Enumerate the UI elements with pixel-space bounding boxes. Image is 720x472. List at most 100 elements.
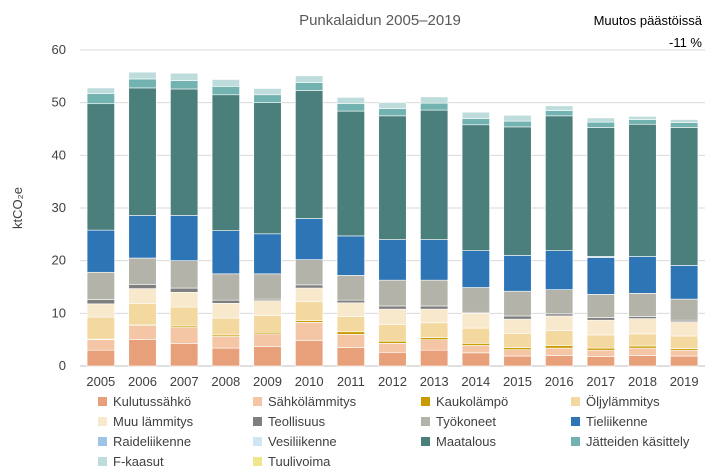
bar-segment [86,93,115,105]
bar-segment [336,331,365,335]
legend-swatch [571,396,580,406]
legend-item: Kulutussähkö [98,392,253,410]
bar-segment [170,260,199,289]
legend-item: Tuulivoima [253,452,421,470]
bar-segment [211,230,240,275]
bar-segment [211,273,240,301]
bar-segment [295,301,324,322]
bar-segment [628,116,657,120]
y-axis-label: ktCO₂e [10,187,25,229]
x-tick-label: 2012 [378,374,407,389]
bar-segment [545,355,574,367]
bar-segment [628,293,657,317]
bar-segment [545,345,574,349]
bar-segment [86,316,115,340]
y-tick-label: 40 [52,147,66,162]
bar-segment [420,96,449,104]
legend-label: Sähkölämmitys [268,393,357,409]
legend-label: F-kaasut [113,453,164,469]
bar-segment [545,115,574,251]
bar-segment [86,349,115,367]
bar-segment [128,339,157,367]
bar-segment [128,288,157,304]
bar-segment [295,284,324,289]
bar-segment [461,343,490,346]
legend-label: Raideliikenne [113,433,192,449]
bar-segment [336,302,365,317]
y-tick-label: 0 [59,358,66,373]
legend-item: Öljylämmitys [571,392,720,410]
bar-segment [295,82,324,91]
bar-segment [503,120,532,128]
bar-segment [128,78,157,89]
bar-segment [128,215,157,259]
legend-label: Vesiliikenne [268,433,337,449]
bar-segment [86,229,115,273]
bar-segment [461,327,490,344]
bar-segment [86,299,115,305]
bar-segment [503,126,532,256]
legend-label: Muu lämmitys [113,413,194,429]
legend-swatch [571,436,580,446]
bar-segment [628,316,657,319]
bar-segment [253,300,282,316]
bar-segment [670,127,699,266]
bar-segment [170,72,199,81]
bar-segment [628,123,657,257]
bar-segment [586,121,615,128]
bar-segment [670,349,699,357]
y-axis-ticks: 0 10 20 30 40 50 60 [52,42,66,373]
bar-segment [545,315,574,332]
x-tick-label: 2017 [586,374,615,389]
bar-segment [378,115,407,240]
chart-title: Punkalaidun 2005–2019 [299,12,461,29]
bar-segment [461,111,490,119]
bar-segment [586,356,615,367]
legend-label: Tuulivoima [268,453,331,469]
bar-segment [586,334,615,349]
legend-swatch [253,456,262,466]
bar-segment [586,317,615,321]
bar-segment [336,103,365,112]
bar-segment [336,275,365,301]
bar-segment [378,239,407,281]
legend-swatch [253,416,262,426]
bar-segment [336,316,365,333]
y-tick-label: 20 [52,253,66,268]
legend-swatch [421,416,430,426]
bar-segment [378,102,407,109]
bar-segment [420,279,449,307]
bar-segment [170,327,199,344]
bar-segment [420,109,449,240]
x-tick-label: 2018 [628,374,657,389]
bar-segment [420,239,449,281]
bar-segment [211,79,240,87]
bar-segment [586,294,615,318]
bar-segment [253,346,282,367]
legend-swatch [253,396,262,406]
bar-segment [670,335,699,349]
bar-segment [336,334,365,348]
legend-label: Teollisuus [268,413,326,429]
bar-segment [336,110,365,237]
bar-segment [628,333,657,347]
bar-segment [86,103,115,231]
bar-segment [170,291,199,308]
bar-segment [86,339,115,351]
y-tick-label: 50 [52,95,66,110]
bar-segment [128,71,157,80]
bar-segment [295,75,324,83]
bar-segment [420,308,449,324]
x-tick-label: 2016 [545,374,574,389]
x-tick-label: 2013 [420,374,449,389]
bar-segment [211,86,240,96]
bar-segment [420,339,449,351]
bar-segment [211,94,240,231]
legend-item: Jätteiden käsittely [571,432,720,450]
bar-segment [628,256,657,294]
bar-segment [295,287,324,303]
bar-segment [253,315,282,333]
x-axis-ticks: 2005 2006 2007 2008 2009 2010 2011 2012 2013 2014… [86,374,698,389]
bar-segment [211,336,240,349]
